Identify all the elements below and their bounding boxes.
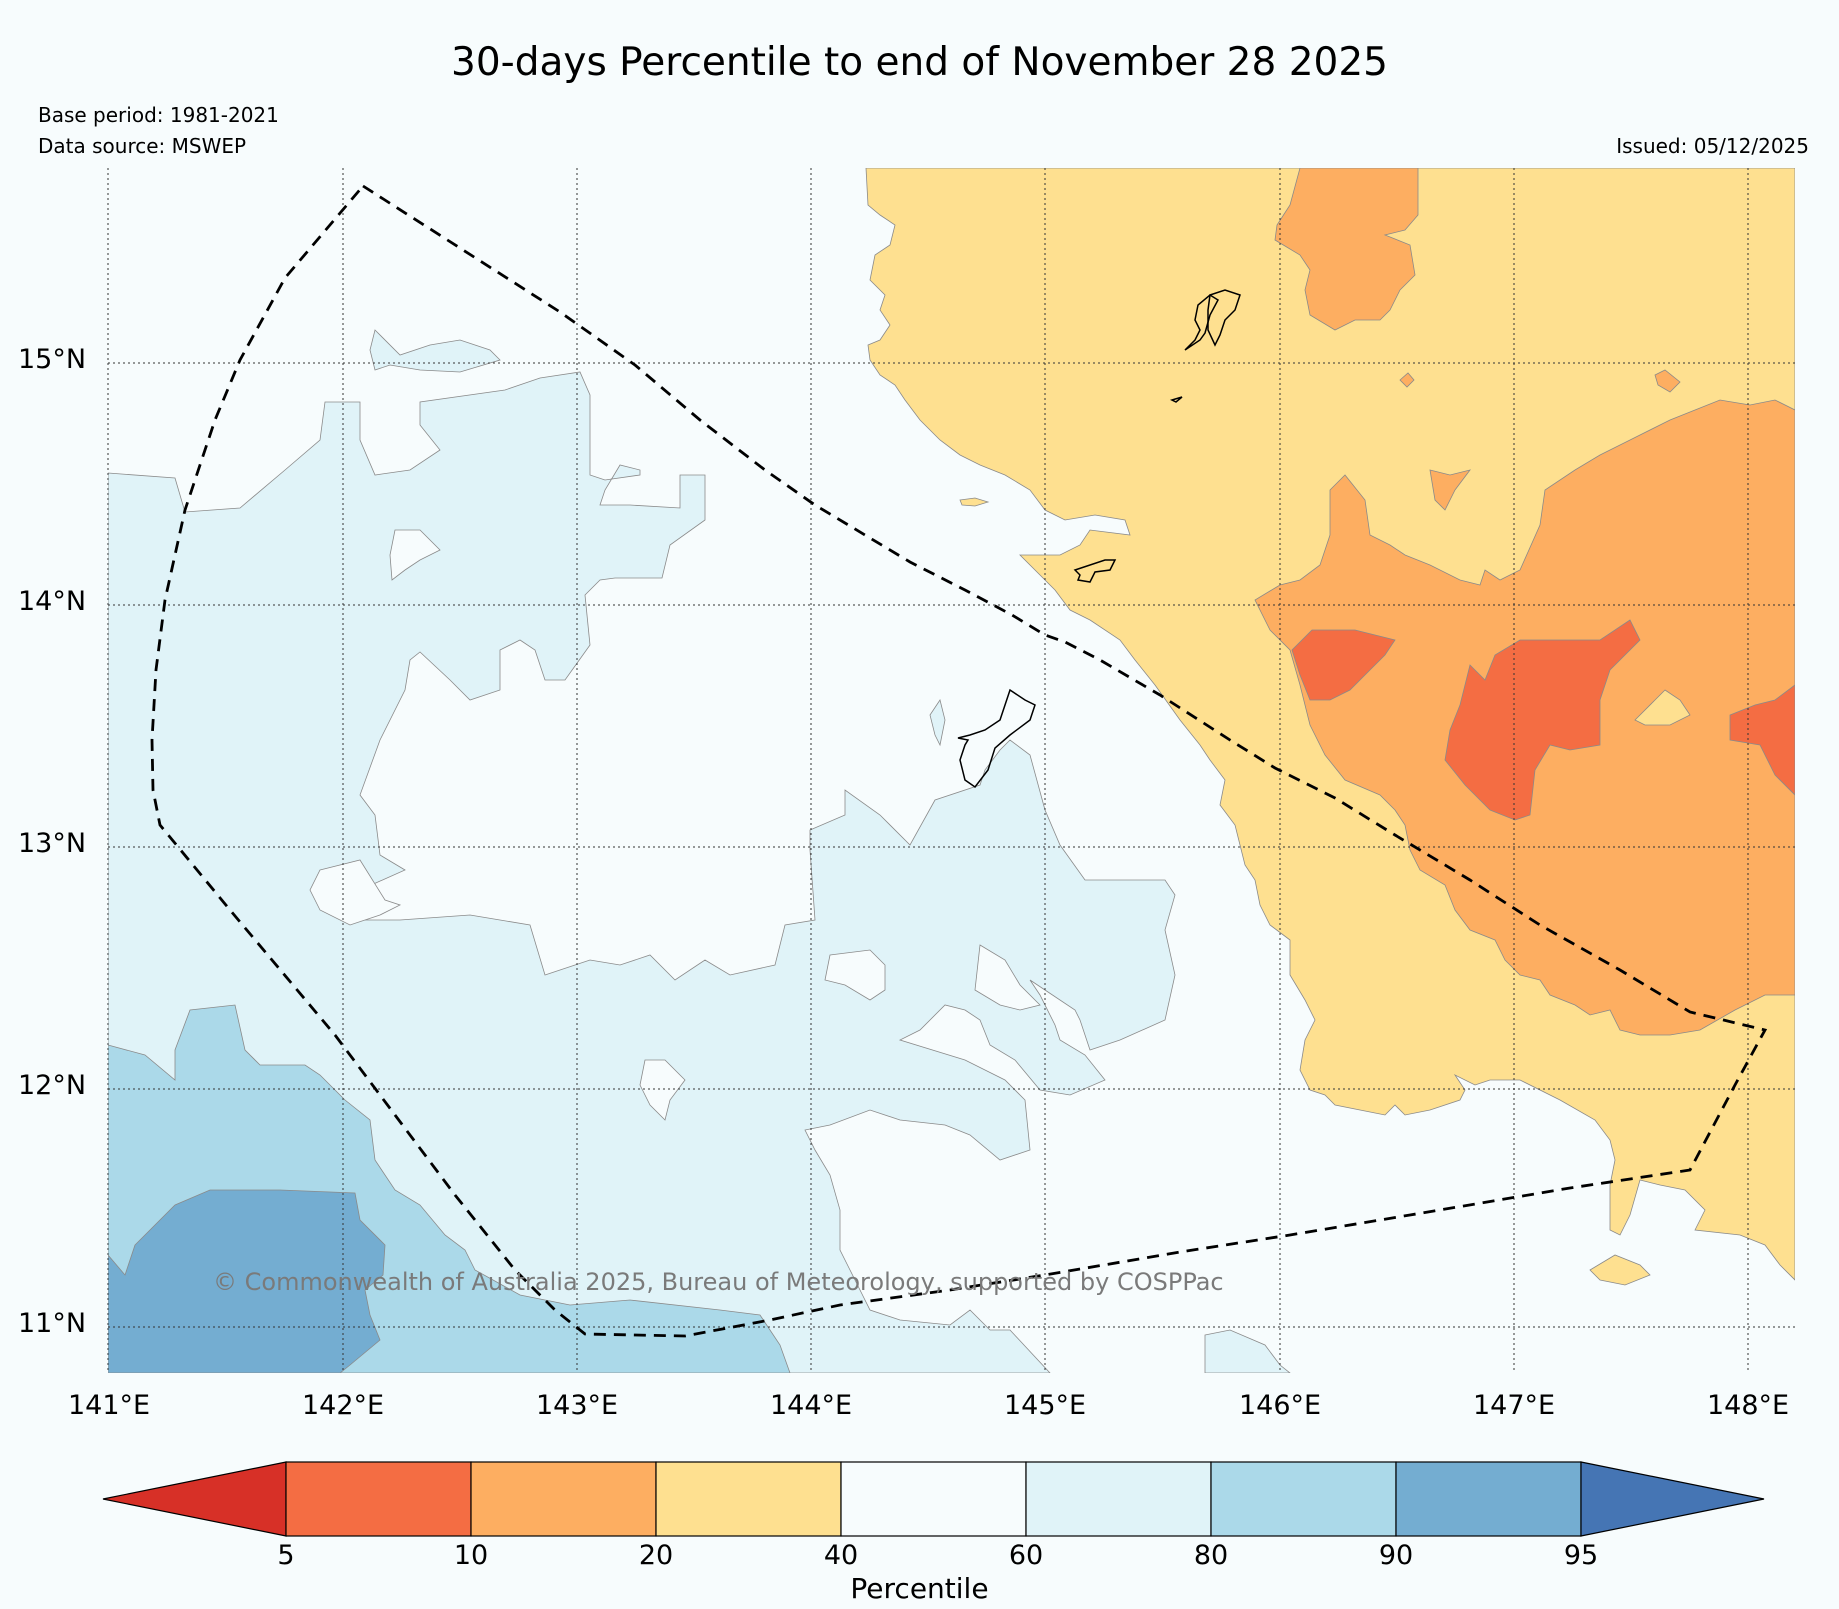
lat-label-14n: 14°N [18,586,87,617]
lat-label-11n: 11°N [18,1308,87,1339]
region-p5-10-edge [1729,684,1795,796]
eez-boundary [150,184,1768,1338]
lon-label-144e: 144°E [770,1390,853,1421]
region-p10-20-blob-1 [1429,469,1471,511]
colorbar-bin-20-40 [655,1461,842,1537]
colorbar-tick-80: 80 [1193,1540,1229,1571]
colorbar-tick-60: 60 [1008,1540,1044,1571]
colorbar-tick-20: 20 [638,1540,674,1571]
island-saipan [1207,289,1241,347]
region-p60-80 [108,371,1176,1373]
copyright-notice: © Commonwealth of Australia 2025, Bureau… [213,1268,1224,1296]
region-p20-40-blob [1589,1254,1651,1286]
lat-label-15n: 15°N [18,344,87,375]
colorbar-bin-5-10 [285,1461,472,1537]
region-p90-95 [108,1189,386,1373]
colorbar-bin-90-95 [1395,1461,1582,1537]
island-aguijan [1169,396,1183,403]
colorbar-bin-40-60 [840,1461,1027,1537]
region-p40-60-hole-5 [974,944,1041,1011]
region-p40-60-hole-1 [389,529,441,581]
lon-label-143e: 143°E [536,1390,619,1421]
colorbar-tick-5: 5 [277,1540,295,1571]
colorbar-bin-80-90 [1210,1461,1397,1537]
region-p5-10-west [1291,629,1396,701]
region-p10-20-north [1274,168,1419,331]
region-p20-40-blob-2 [959,497,990,507]
map-title: 30-days Percentile to end of November 28… [451,40,1388,85]
colorbar-tick-10: 10 [453,1540,489,1571]
colorbar-bin-10-20 [470,1461,657,1537]
colorbar-tick-95: 95 [1563,1540,1599,1571]
lat-label-13n: 13°N [18,828,87,859]
lon-label-148e: 148°E [1707,1390,1790,1421]
lon-label-141e: 141°E [68,1390,151,1421]
colorbar-tick-90: 90 [1378,1540,1414,1571]
region-p5-10-east [1444,619,1641,821]
lon-label-146e: 146°E [1239,1390,1322,1421]
region-p60-80-island-1 [369,329,501,373]
colorbar-title: Percentile [850,1572,989,1605]
region-p60-80-island-3 [1204,1329,1291,1373]
base-period-label: Base period: 1981-2021 [38,103,279,127]
lat-label-12n: 12°N [18,1070,87,1101]
island-rota [1073,559,1117,583]
graticule [107,168,1795,1373]
region-p40-60-hole-4 [639,1059,686,1121]
colorbar-bin-60-80 [1025,1461,1212,1537]
colorbar [102,1461,1765,1537]
colorbar-extend-high [1580,1461,1765,1537]
lon-label-145e: 145°E [1004,1390,1087,1421]
region-p40-60-hole-2 [309,859,402,926]
region-p10-20-blob-3 [1399,372,1415,388]
lon-label-142e: 142°E [302,1390,385,1421]
colorbar-extend-low [102,1461,287,1537]
region-p40-60-hole-3 [824,949,886,1001]
colorbar-tick-40: 40 [823,1540,859,1571]
lon-label-147e: 147°E [1473,1390,1556,1421]
region-p60-80-island-2 [929,699,946,747]
percentile-field [108,168,1795,1373]
data-source-label: Data source: MSWEP [38,134,247,158]
issued-date-label: Issued: 05/12/2025 [1616,134,1809,158]
region-p20-40-hole [1634,689,1691,726]
coastlines [957,289,1241,789]
region-p10-20-blob-2 [1654,369,1681,393]
island-guam [957,688,1036,789]
